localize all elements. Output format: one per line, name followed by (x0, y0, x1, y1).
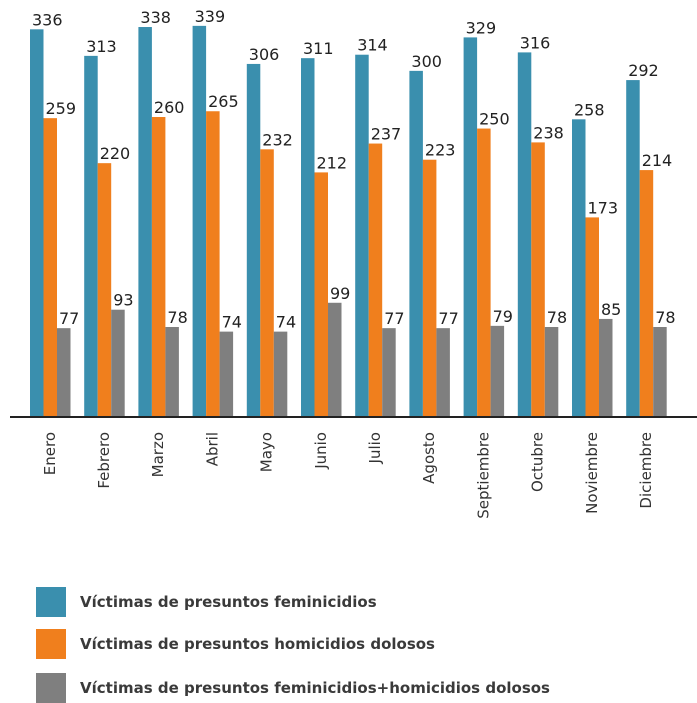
data-label-combinado-julio: 77 (384, 309, 404, 328)
data-label-combinado-junio: 99 (330, 284, 350, 303)
bar-homicidios-junio (314, 172, 328, 417)
x-tick-label-octubre: Octubre (529, 432, 547, 492)
data-label-combinado-marzo: 78 (167, 308, 187, 327)
data-label-homicidios-enero: 259 (46, 99, 77, 118)
bar-homicidios-julio (368, 143, 383, 418)
x-tick-label-diciembre: Diciembre (637, 432, 655, 509)
data-label-feminicidios-octubre: 316 (520, 33, 551, 52)
x-tick-label-febrero: Febrero (95, 432, 113, 489)
data-label-homicidios-octubre: 238 (533, 123, 564, 142)
bar-combinado-agosto (436, 328, 450, 417)
x-tick-label-marzo: Marzo (149, 432, 167, 477)
legend-swatch-combinado (36, 673, 66, 703)
x-tick-label-septiembre: Septiembre (474, 432, 492, 519)
bar-feminicidios-diciembre (626, 80, 640, 418)
legend-label-homicidios: Víctimas de presuntos homicidios dolosos (80, 635, 435, 653)
data-label-feminicidios-diciembre: 292 (628, 61, 659, 80)
data-label-feminicidios-febrero: 313 (86, 37, 117, 56)
bar-combinado-febrero (111, 309, 125, 417)
bar-feminicidios-noviembre (572, 119, 586, 417)
bar-combinado-abril (219, 331, 234, 417)
bar-combinado-julio (382, 328, 396, 417)
bar-homicidios-enero (43, 118, 57, 417)
data-label-combinado-abril: 74 (222, 313, 242, 332)
bar-combinado-septiembre (490, 325, 505, 417)
bar-chart: 336 259 77 Enero 313 220 93 Febrero 338 260 78 Marz… (10, 7, 697, 519)
bar-homicidios-febrero (97, 163, 112, 417)
data-label-homicidios-julio: 237 (371, 125, 402, 144)
data-label-combinado-diciembre: 78 (655, 308, 675, 327)
data-label-feminicidios-julio: 314 (357, 36, 388, 55)
bar-combinado-mayo (273, 331, 288, 417)
data-label-feminicidios-agosto: 300 (411, 52, 442, 71)
bar-feminicidios-febrero (84, 55, 98, 418)
bar-feminicidios-mayo (246, 63, 261, 418)
data-label-feminicidios-junio: 311 (303, 39, 334, 58)
bar-feminicidios-septiembre (463, 37, 478, 417)
bar-homicidios-abril (206, 111, 220, 418)
data-label-homicidios-septiembre: 250 (479, 110, 510, 129)
bar-homicidios-septiembre (477, 128, 491, 418)
data-label-feminicidios-noviembre: 258 (574, 100, 605, 119)
data-label-combinado-enero: 77 (59, 309, 79, 328)
x-tick-label-mayo: Mayo (258, 432, 276, 472)
data-label-homicidios-diciembre: 214 (642, 151, 673, 170)
data-label-combinado-febrero: 93 (113, 291, 133, 310)
bar-combinado-octubre (544, 327, 559, 417)
data-label-combinado-agosto: 77 (438, 309, 458, 328)
x-tick-label-noviembre: Noviembre (583, 432, 601, 514)
legend-item-homicidios: Víctimas de presuntos homicidios dolosos (36, 629, 435, 659)
data-label-combinado-septiembre: 79 (493, 307, 513, 326)
x-tick-label-junio: Junio (312, 432, 330, 470)
data-label-feminicidios-septiembre: 329 (466, 18, 497, 37)
bar-feminicidios-junio (301, 58, 315, 417)
data-label-feminicidios-enero: 336 (32, 10, 63, 29)
data-label-homicidios-febrero: 220 (100, 144, 131, 163)
data-label-homicidios-abril: 265 (208, 92, 239, 111)
bar-homicidios-noviembre (585, 217, 599, 417)
legend-item-combinado: Víctimas de presuntos feminicidios+homic… (36, 673, 550, 703)
data-label-homicidios-noviembre: 173 (588, 198, 619, 217)
data-label-homicidios-marzo: 260 (154, 98, 185, 117)
bar-feminicidios-abril (192, 25, 207, 418)
x-tick-label-julio: Julio (366, 432, 384, 464)
bar-feminicidios-octubre (517, 52, 532, 417)
bar-feminicidios-marzo (138, 27, 152, 418)
data-label-combinado-octubre: 78 (547, 308, 567, 327)
bar-combinado-diciembre (653, 327, 667, 417)
bar-combinado-enero (57, 328, 71, 417)
bar-homicidios-marzo (151, 117, 166, 418)
bar-feminicidios-agosto (409, 70, 423, 418)
legend-item-feminicidios: Víctimas de presuntos feminicidios (36, 587, 377, 617)
bar-feminicidios-enero (30, 29, 44, 417)
data-label-feminicidios-marzo: 338 (140, 8, 171, 27)
data-label-feminicidios-mayo: 306 (249, 45, 280, 64)
bar-combinado-marzo (165, 327, 179, 417)
data-label-combinado-noviembre: 85 (601, 300, 621, 319)
legend-label-feminicidios: Víctimas de presuntos feminicidios (80, 593, 377, 611)
bar-combinado-junio (328, 302, 342, 417)
bar-homicidios-octubre (531, 142, 545, 417)
legend-swatch-homicidios (36, 629, 66, 659)
bar-homicidios-agosto (422, 159, 437, 417)
bar-feminicidios-julio (355, 54, 369, 418)
x-tick-label-abril: Abril (203, 432, 221, 466)
legend-swatch-feminicidios (36, 587, 66, 617)
legend-label-combinado: Víctimas de presuntos feminicidios+homic… (80, 679, 550, 697)
data-label-homicidios-agosto: 223 (425, 141, 456, 160)
data-label-feminicidios-abril: 339 (195, 7, 226, 26)
bar-homicidios-mayo (260, 149, 274, 417)
bar-homicidios-diciembre (639, 170, 654, 417)
bar-combinado-noviembre (599, 318, 613, 417)
x-tick-label-enero: Enero (41, 432, 59, 475)
data-label-homicidios-junio: 212 (317, 153, 348, 172)
data-label-homicidios-mayo: 232 (262, 130, 293, 149)
data-label-combinado-mayo: 74 (276, 313, 296, 332)
x-tick-label-agosto: Agosto (420, 432, 438, 484)
